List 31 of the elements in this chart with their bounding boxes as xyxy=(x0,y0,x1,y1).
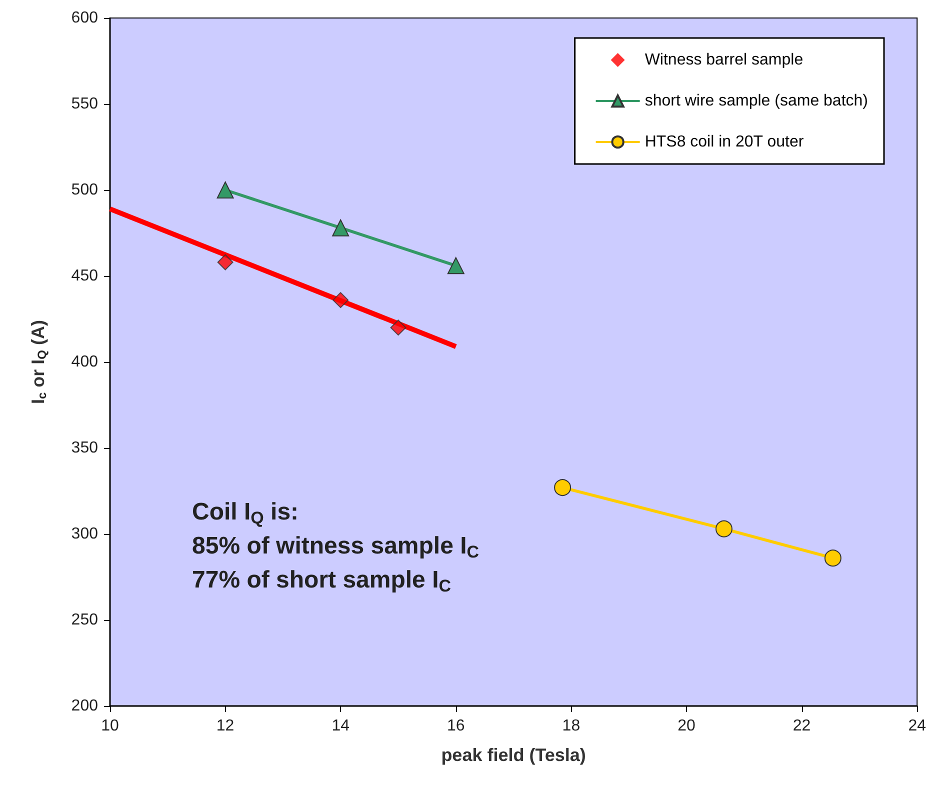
point xyxy=(715,520,732,538)
point xyxy=(390,320,406,336)
y-axis-title: Ic or IQ (A) xyxy=(28,320,49,404)
x-axis-title: peak field (Tesla) xyxy=(441,745,586,765)
y-tick-label: 350 xyxy=(71,440,98,456)
point xyxy=(332,292,349,308)
legend-label: Witness barrel sample xyxy=(644,52,804,68)
y-tick-label: 450 xyxy=(71,268,98,284)
y-tick-label: 500 xyxy=(71,182,98,198)
legend-label: HTS8 coil in 20T outer xyxy=(644,134,804,150)
point xyxy=(217,254,234,270)
x-tick-label: 24 xyxy=(908,718,926,734)
y-tick-label: 550 xyxy=(71,96,98,112)
x-tick-label: 14 xyxy=(332,718,350,734)
x-tick-label: 22 xyxy=(792,718,811,734)
x-tick-label: 20 xyxy=(678,718,696,734)
y-tick-label: 250 xyxy=(71,612,98,628)
x-tick-label: 10 xyxy=(101,718,119,734)
point xyxy=(824,550,842,567)
y-tick-label: 300 xyxy=(71,526,98,542)
legend-label: short wire sample (same batch) xyxy=(644,92,868,110)
point xyxy=(216,182,234,198)
x-tick-label: 12 xyxy=(216,718,234,734)
point xyxy=(554,479,572,496)
y-tick-label: 400 xyxy=(71,354,98,370)
y-tick-label: 600 xyxy=(71,10,98,26)
point xyxy=(447,257,464,274)
x-tick-label: 16 xyxy=(447,718,465,734)
point xyxy=(332,219,350,236)
x-tick-label: 18 xyxy=(562,718,580,734)
y-tick-label: 200 xyxy=(71,698,98,714)
